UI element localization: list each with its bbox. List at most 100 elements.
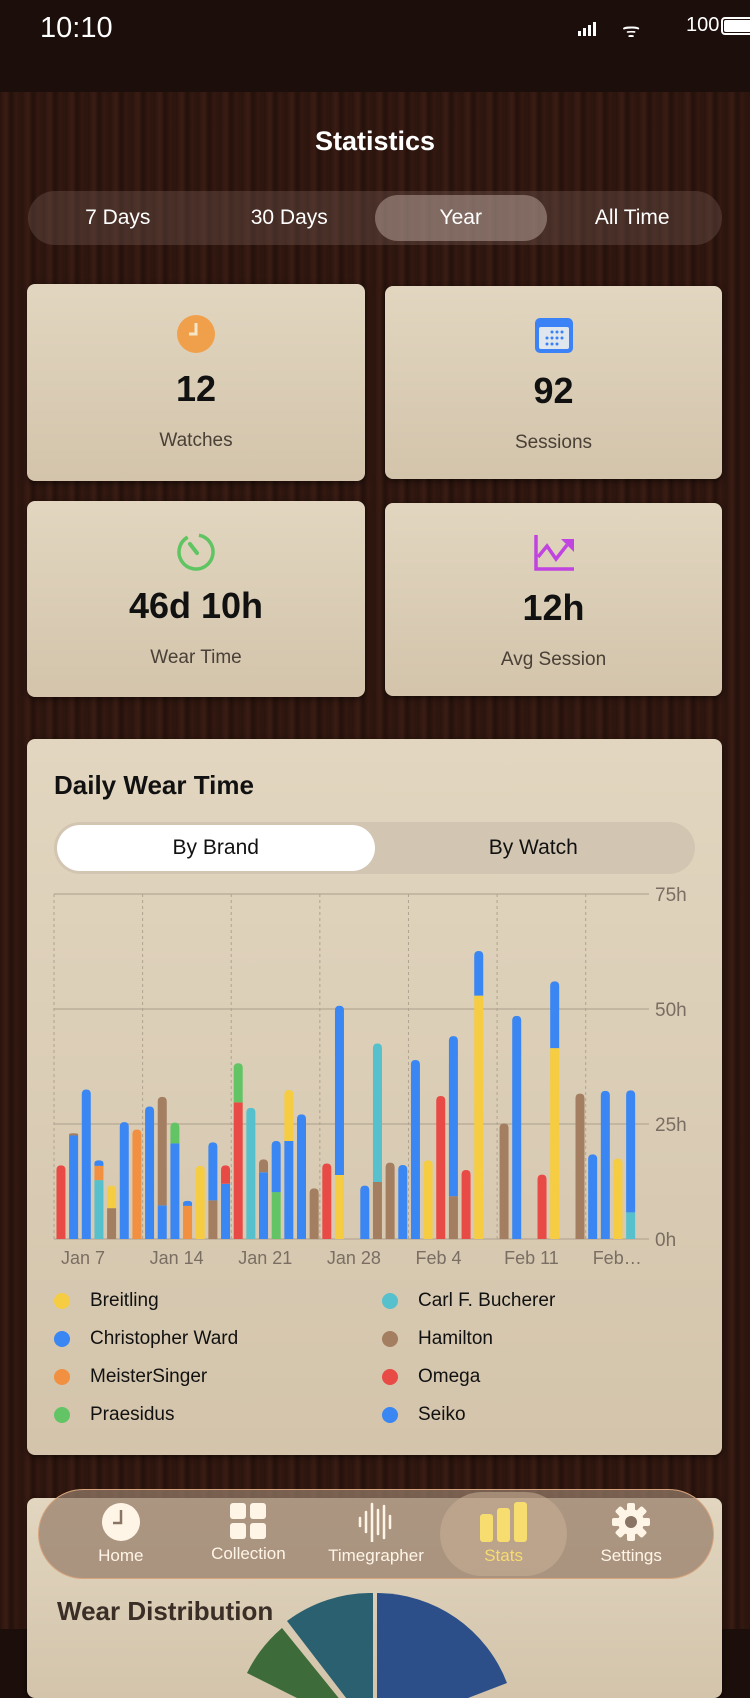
grid-icon — [230, 1503, 267, 1539]
x-tick-label: Feb 4 — [415, 1248, 461, 1268]
bar-segment — [183, 1200, 193, 1206]
y-tick-label: 0h — [655, 1230, 676, 1251]
timer-icon — [177, 533, 215, 571]
bar-segment — [94, 1180, 104, 1239]
tab-stats[interactable]: Stats — [439, 1492, 568, 1576]
status-bar: 10:10 ᯤ 100 — [0, 0, 750, 92]
tab-30-days[interactable]: 30 Days — [250, 206, 328, 229]
bar-segment — [334, 1175, 344, 1239]
bar-segment — [157, 1205, 167, 1239]
bar-segment — [474, 995, 484, 1239]
bar-segment — [588, 1154, 598, 1239]
y-tick-label: 25h — [655, 1115, 687, 1136]
legend-item: Hamilton — [382, 1328, 493, 1350]
bar-segment — [423, 1160, 433, 1239]
x-tick-label: Feb… — [593, 1248, 642, 1268]
signal-icon — [578, 22, 596, 36]
clock-icon — [101, 1503, 140, 1541]
stat-card-avg-session: 12h Avg Session — [385, 503, 722, 696]
legend-dot — [382, 1369, 398, 1385]
y-tick-label: 50h — [655, 1000, 687, 1021]
bar-segment — [322, 1163, 332, 1239]
bar-segment — [360, 1185, 370, 1239]
bar-segment — [271, 1192, 281, 1239]
legend-item: Breitling — [54, 1290, 159, 1312]
tab-timegrapher[interactable]: Timegrapher — [312, 1492, 440, 1576]
bar-segment — [183, 1205, 193, 1239]
bar-segment — [474, 951, 484, 996]
tab-7-days[interactable]: 7 Days — [85, 206, 151, 229]
toggle-by-watch[interactable]: By Watch — [488, 836, 578, 859]
bar-segment — [208, 1142, 218, 1201]
legend-item: Seiko — [382, 1404, 466, 1426]
tab-year[interactable]: Year — [375, 195, 547, 241]
bar-segment — [372, 1181, 382, 1239]
x-tick-label: Jan 14 — [150, 1248, 204, 1268]
bar-segment — [448, 1036, 458, 1197]
tab-home[interactable]: Home — [57, 1492, 185, 1576]
stat-label: Sessions — [514, 432, 593, 453]
legend-label: Hamilton — [418, 1328, 493, 1349]
tab-all-time[interactable]: All Time — [594, 206, 670, 229]
legend-label: Seiko — [418, 1404, 466, 1425]
bar-segment — [221, 1183, 231, 1239]
bar-segment — [69, 1133, 79, 1136]
legend-item: Omega — [382, 1366, 480, 1388]
stat-label: Wear Time — [150, 647, 242, 668]
x-tick-label: Jan 28 — [327, 1248, 381, 1268]
gear-icon — [612, 1503, 651, 1541]
toggle-by-brand[interactable]: By Brand — [57, 825, 375, 871]
bar-segment — [259, 1159, 269, 1173]
bar-segment — [233, 1102, 243, 1239]
card-title: Wear Distribution — [57, 1596, 274, 1626]
card-title: Daily Wear Time — [54, 770, 254, 800]
bar-segment — [69, 1135, 79, 1239]
tab-label: Timegrapher — [328, 1546, 424, 1565]
legend-item: Christopher Ward — [54, 1328, 238, 1350]
bar-segment — [145, 1106, 155, 1239]
tab-collection[interactable]: Collection — [185, 1492, 313, 1576]
calendar-icon — [534, 318, 573, 353]
battery-level: 100 — [686, 14, 720, 36]
tab-label: Collection — [211, 1544, 286, 1563]
wifi-icon: ᯤ — [622, 20, 641, 42]
page-title: Statistics — [314, 126, 436, 156]
bar-segment — [436, 1095, 446, 1239]
bar-segment — [626, 1212, 636, 1239]
daily-wear-chart: 0h 25h 50h 75h Jan 7 Jan 14 Jan 21 Jan 28 Feb 4 F… — [53, 885, 687, 1268]
bar-segment — [94, 1160, 104, 1166]
legend-dot — [54, 1407, 70, 1423]
bar-segment — [334, 1005, 344, 1176]
stat-label: Avg Session — [500, 649, 607, 670]
battery-icon — [721, 16, 750, 35]
bar-chart-icon — [479, 1502, 527, 1542]
bar-segment — [170, 1122, 180, 1144]
bar-segment — [537, 1174, 547, 1239]
tab-bar: Home Collection Timegrapher Stats Settin… — [38, 1489, 714, 1579]
bar-segment — [271, 1141, 281, 1193]
bar-segment — [600, 1090, 610, 1239]
legend-dot — [382, 1331, 398, 1347]
bar-segment — [107, 1185, 117, 1209]
bar-segment — [157, 1096, 167, 1206]
legend-label: Christopher Ward — [90, 1328, 239, 1349]
bar-segment — [284, 1089, 294, 1142]
tab-settings[interactable]: Settings — [567, 1492, 695, 1576]
bar-segment — [195, 1165, 205, 1239]
tab-label: Stats — [484, 1546, 523, 1565]
stat-value: 46d 10h — [128, 585, 264, 626]
y-tick-label: 75h — [655, 885, 687, 906]
bar-segment — [626, 1090, 636, 1213]
stat-card-sessions: 92 Sessions — [385, 286, 722, 479]
stat-card-wear-time: 46d 10h Wear Time — [27, 501, 365, 697]
legend-label: Breitling — [90, 1290, 159, 1311]
legend-dot — [382, 1407, 398, 1423]
bar-segment — [410, 1060, 420, 1239]
battery-indicator: 100 — [686, 14, 750, 37]
bar-segment — [94, 1165, 104, 1181]
bar-segment — [208, 1200, 218, 1239]
bar-segment — [372, 1043, 382, 1182]
stat-card-watches: 12 Watches — [27, 284, 365, 481]
brand-watch-toggle: By Brand By Watch — [54, 822, 695, 874]
legend-dot — [54, 1369, 70, 1385]
